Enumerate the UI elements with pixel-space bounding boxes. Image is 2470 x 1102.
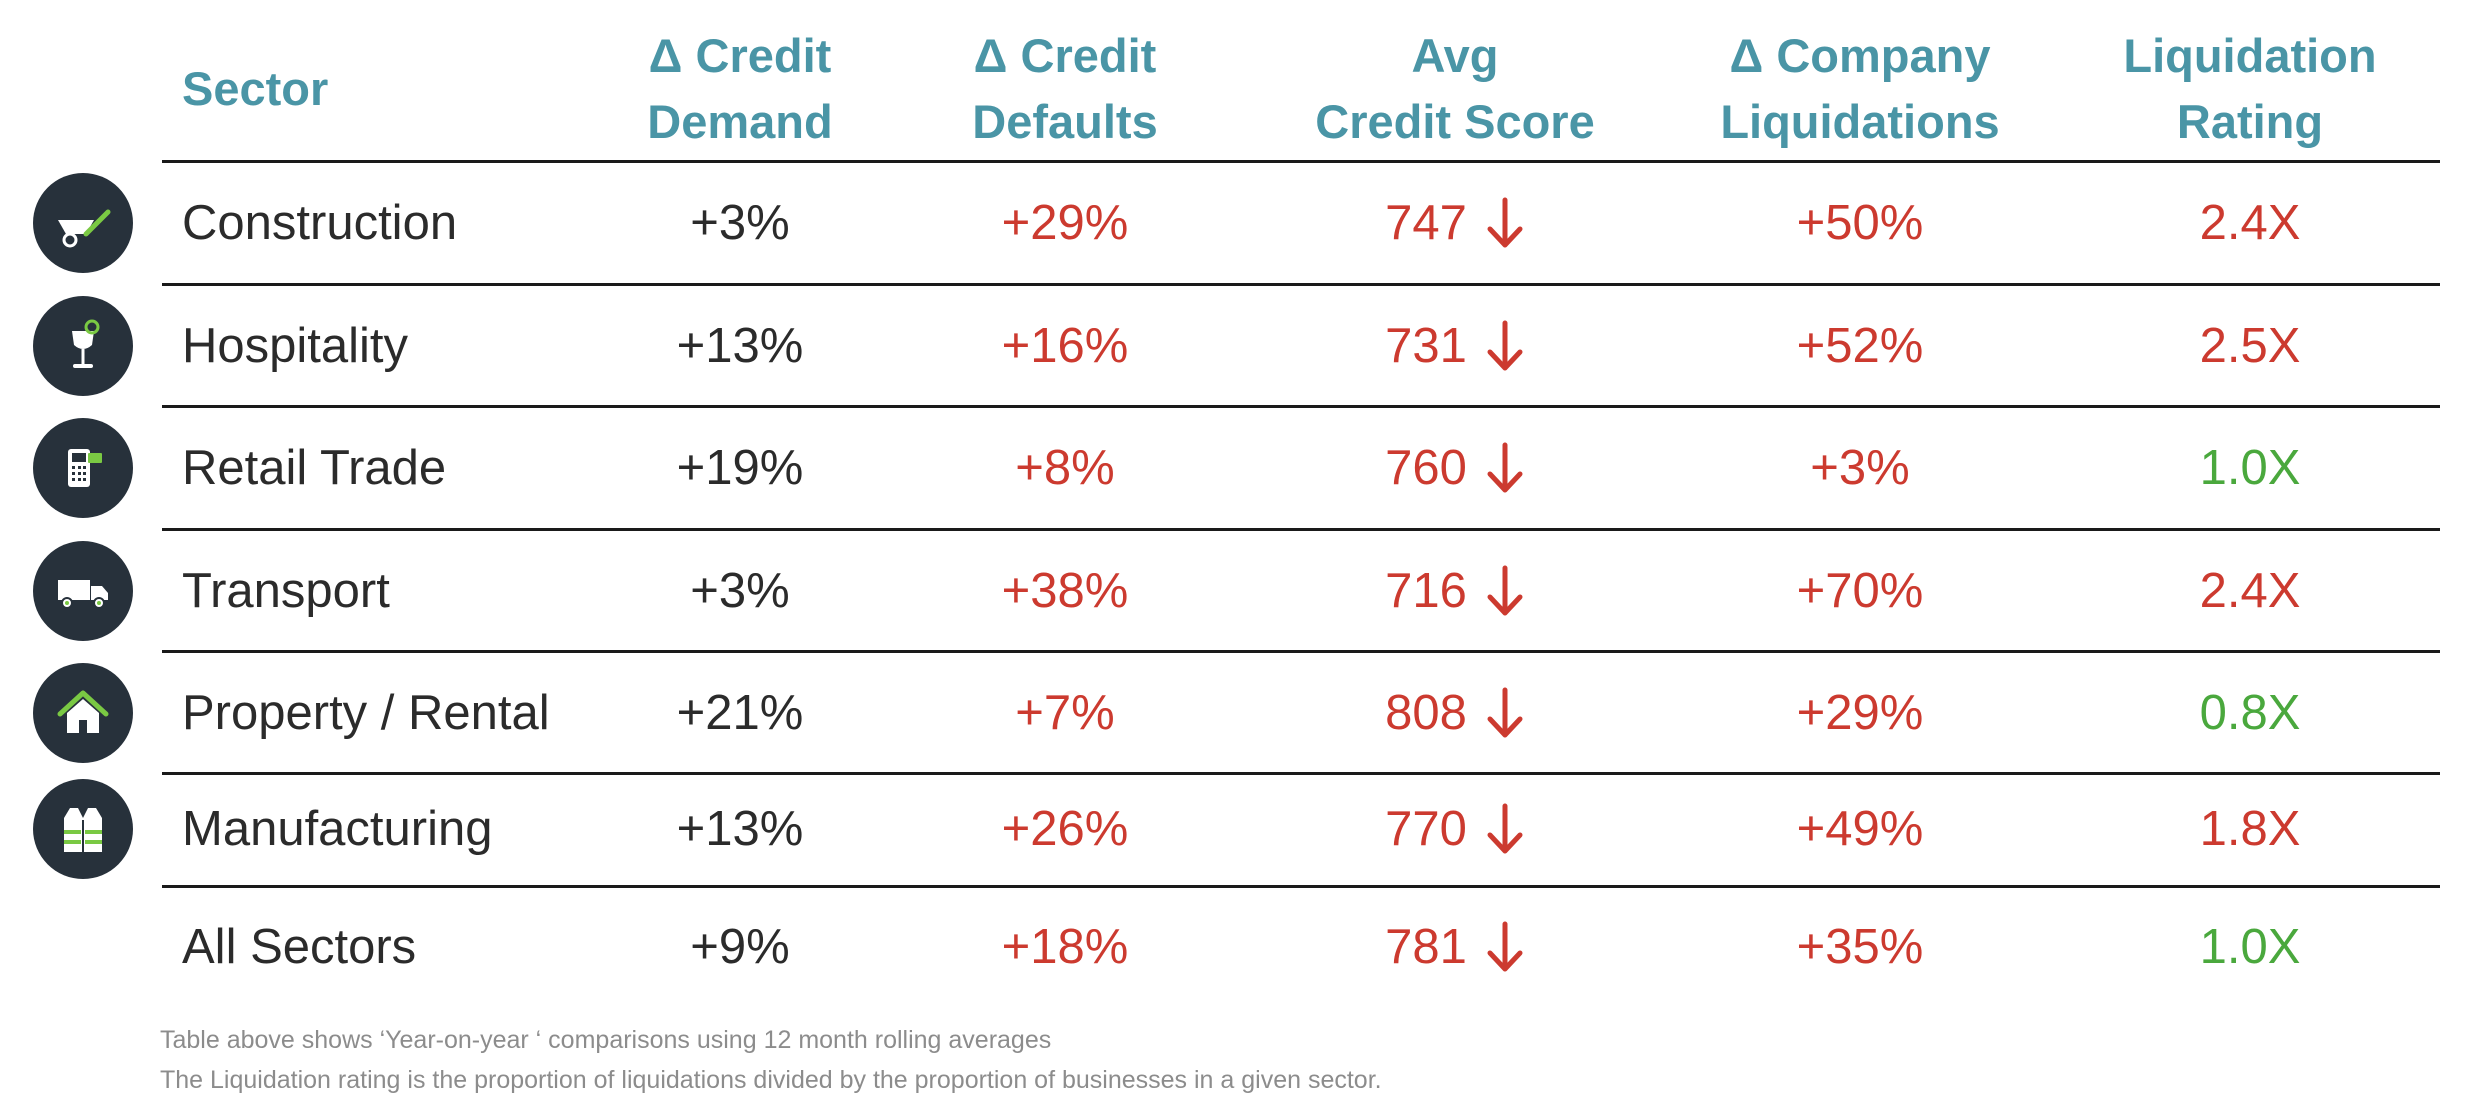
arrow-down-icon	[1487, 687, 1523, 738]
column-header-line2: Liquidations	[1720, 95, 2000, 148]
credit-demand-value: +9%	[690, 920, 790, 974]
cocktail-glass-icon	[33, 296, 133, 396]
column-header-credit-defaults: Δ Credit Defaults	[915, 20, 1215, 158]
credit-demand-value: +13%	[676, 319, 804, 373]
credit-score-value: 808	[1385, 686, 1467, 740]
footnote-comparison: Table above shows ‘Year-on-year ‘ compar…	[160, 1026, 1052, 1054]
column-header-credit-demand: Δ Credit Demand	[590, 20, 890, 158]
table-divider	[162, 772, 2440, 775]
credit-demand-value: +3%	[690, 564, 790, 618]
credit-score-cell: 770	[1275, 774, 1635, 884]
credit-score-cell: 760	[1275, 407, 1635, 529]
arrow-down-icon	[1487, 803, 1523, 854]
column-header-liquidations: Δ Company Liquidations	[1680, 20, 2040, 158]
column-header-line2: Defaults	[972, 95, 1158, 148]
credit-defaults-value: +16%	[1001, 319, 1129, 373]
liquidation-rating-value: 1.0X	[2199, 920, 2301, 974]
column-header-credit-score: Avg Credit Score	[1275, 20, 1635, 158]
table-divider	[162, 650, 2440, 653]
arrow-down-icon	[1487, 197, 1523, 248]
credit-score-cell: 781	[1275, 887, 1635, 1007]
table-divider	[162, 885, 2440, 888]
credit-score-value: 716	[1385, 564, 1467, 618]
column-header-rating: Liquidation Rating	[2090, 20, 2410, 158]
table-divider	[162, 405, 2440, 408]
column-header-line1: Liquidation	[2123, 29, 2377, 82]
column-header-line2: Demand	[647, 95, 833, 148]
liquidations-value: +70%	[1796, 564, 1924, 618]
arrow-down-icon	[1487, 442, 1523, 493]
column-header-line2: Credit Score	[1315, 95, 1595, 148]
credit-defaults-value: +29%	[1001, 196, 1129, 250]
column-header-line2: Rating	[2176, 95, 2324, 148]
sector-name: All Sectors	[182, 920, 417, 974]
delivery-truck-icon	[33, 541, 133, 641]
credit-score-value: 781	[1385, 920, 1467, 974]
sector-name: Hospitality	[182, 319, 409, 373]
credit-score-cell: 747	[1275, 162, 1635, 284]
column-header-line1: Δ Company	[1729, 29, 1991, 82]
column-header-line1: Δ Credit	[973, 29, 1157, 82]
liquidation-rating-value: 2.5X	[2199, 319, 2301, 373]
footnote-rating-definition: The Liquidation rating is the proportion…	[160, 1066, 1382, 1094]
credit-score-value: 760	[1385, 441, 1467, 495]
table-row: Manufacturing +13% +26% 770 +49% 1.8X	[0, 774, 2470, 884]
sector-name: Property / Rental	[182, 686, 550, 740]
liquidations-value: +29%	[1796, 686, 1924, 740]
credit-score-value: 770	[1385, 802, 1467, 856]
table-row: Retail Trade +19% +8% 760 +3% 1.0X	[0, 407, 2470, 529]
credit-score-cell: 731	[1275, 285, 1635, 407]
table-row: Construction +3% +29% 747 +50% 2.4X	[0, 162, 2470, 284]
liquidations-value: +3%	[1810, 441, 1910, 495]
liquidations-value: +52%	[1796, 319, 1924, 373]
credit-demand-value: +21%	[676, 686, 804, 740]
table-row-total: All Sectors +9% +18% 781 +35% 1.0X	[0, 887, 2470, 1007]
credit-defaults-value: +18%	[1001, 920, 1129, 974]
table-divider	[162, 160, 2440, 163]
arrow-down-icon	[1487, 320, 1523, 371]
table-row: Property / Rental +21% +7% 808 +29% 0.8X	[0, 652, 2470, 774]
liquidations-value: +50%	[1796, 196, 1924, 250]
credit-score-cell: 808	[1275, 652, 1635, 774]
table-divider	[162, 283, 2440, 286]
liquidation-rating-value: 2.4X	[2199, 564, 2301, 618]
credit-demand-value: +19%	[676, 441, 804, 495]
sector-name: Transport	[182, 564, 390, 618]
column-header-sector: Sector	[182, 20, 482, 158]
safety-vest-icon	[33, 779, 133, 879]
credit-defaults-value: +38%	[1001, 564, 1129, 618]
credit-defaults-value: +26%	[1001, 802, 1129, 856]
table-row: Hospitality +13% +16% 731 +52% 2.5X	[0, 285, 2470, 407]
liquidation-rating-value: 1.8X	[2199, 802, 2301, 856]
credit-score-value: 731	[1385, 319, 1467, 373]
table-divider	[162, 528, 2440, 531]
table-row: Transport +3% +38% 716 +70% 2.4X	[0, 530, 2470, 652]
column-header-line1: Δ Credit	[648, 29, 832, 82]
liquidations-value: +35%	[1796, 920, 1924, 974]
credit-demand-value: +3%	[690, 196, 790, 250]
house-icon	[33, 663, 133, 763]
liquidations-value: +49%	[1796, 802, 1924, 856]
liquidation-rating-value: 0.8X	[2199, 686, 2301, 740]
sector-name: Manufacturing	[182, 802, 493, 856]
liquidation-rating-value: 2.4X	[2199, 196, 2301, 250]
wheelbarrow-icon	[33, 173, 133, 273]
card-terminal-icon	[33, 418, 133, 518]
liquidation-rating-value: 1.0X	[2199, 441, 2301, 495]
arrow-down-icon	[1487, 921, 1523, 972]
sector-name: Retail Trade	[182, 441, 447, 495]
credit-demand-value: +13%	[676, 802, 804, 856]
credit-score-cell: 716	[1275, 530, 1635, 652]
sector-name: Construction	[182, 196, 458, 250]
credit-defaults-value: +7%	[1015, 686, 1115, 740]
column-header-line1: Avg	[1411, 29, 1499, 82]
credit-defaults-value: +8%	[1015, 441, 1115, 495]
credit-score-value: 747	[1385, 196, 1467, 250]
arrow-down-icon	[1487, 565, 1523, 616]
column-header-line1: Sector	[182, 62, 329, 115]
